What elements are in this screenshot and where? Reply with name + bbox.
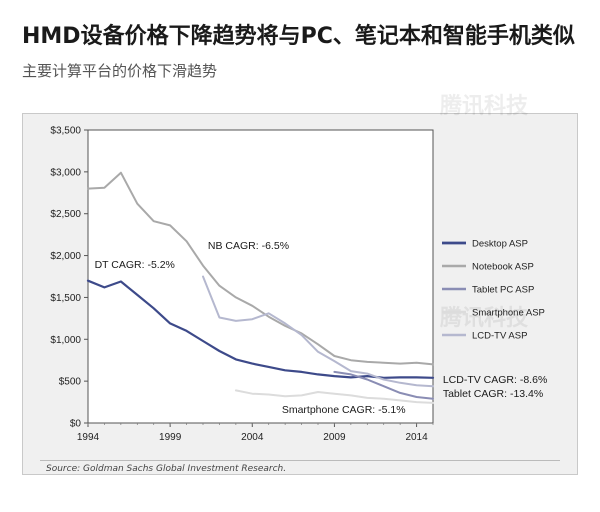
legend-label: Tablet PC ASP xyxy=(472,285,534,296)
y-tick-label: $500 xyxy=(59,377,82,388)
x-tick-label: 2009 xyxy=(323,432,346,443)
chart-annotation: Tablet CAGR: -13.4% xyxy=(443,388,543,400)
series-line-tablet-pc-asp xyxy=(333,370,434,400)
series-line-smartphone-asp xyxy=(234,389,434,404)
watermark: 腾讯科技 xyxy=(440,306,529,331)
y-tick-label: $3,500 xyxy=(50,126,81,137)
y-tick-label: $2,500 xyxy=(50,209,81,220)
source-divider xyxy=(40,460,560,461)
chart-annotation: DT CAGR: -5.2% xyxy=(95,259,175,271)
x-tick-label: 2004 xyxy=(241,432,264,443)
chart-annotation: LCD-TV CAGR: -8.6% xyxy=(443,374,547,386)
watermark: 腾讯科技 xyxy=(440,94,529,119)
x-tick-label: 1999 xyxy=(159,432,182,443)
y-tick-label: $3,000 xyxy=(50,167,81,178)
legend-label: Notebook ASP xyxy=(472,262,534,273)
source-note: Source: Goldman Sachs Global Investment … xyxy=(46,464,287,474)
series-line-notebook-asp xyxy=(87,171,434,366)
page-title: HMD设备价格下降趋势将与PC、笔记本和智能手机类似 xyxy=(22,24,575,49)
chart-annotation: NB CAGR: -6.5% xyxy=(208,240,289,252)
y-tick-label: $1,500 xyxy=(50,293,81,304)
x-tick-label: 1994 xyxy=(77,432,100,443)
legend-label: Smartphone ASP xyxy=(472,308,545,319)
legend-label: Desktop ASP xyxy=(472,239,528,250)
legend-label: LCD-TV ASP xyxy=(472,331,527,342)
page-subtitle: 主要计算平台的价格下滑趋势 xyxy=(22,62,218,80)
plot-area xyxy=(87,129,434,424)
y-tick-label: $0 xyxy=(70,419,82,430)
y-tick-label: $2,000 xyxy=(50,251,81,262)
chart-annotation: Smartphone CAGR: -5.1% xyxy=(282,404,406,416)
x-tick-label: 2014 xyxy=(405,432,428,443)
series-line-lcd-tv-asp xyxy=(202,275,434,388)
y-tick-label: $1,000 xyxy=(50,335,81,346)
